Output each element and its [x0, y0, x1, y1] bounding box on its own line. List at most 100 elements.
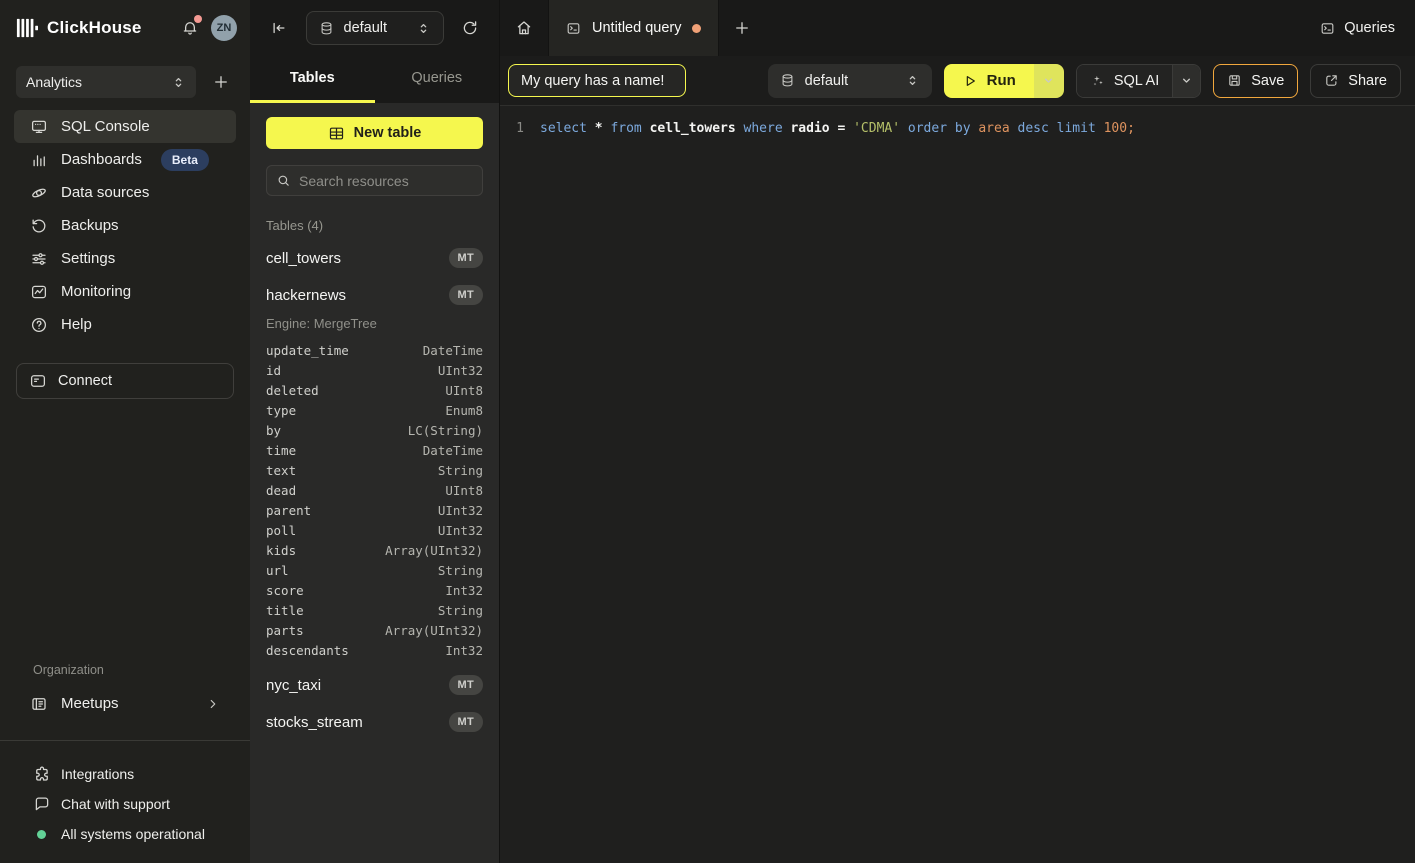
- query-database-value: default: [804, 72, 849, 89]
- run-button[interactable]: Run: [943, 63, 1034, 98]
- sidebar-item-label: Help: [61, 316, 92, 333]
- column-name: parts: [266, 622, 304, 638]
- sidebar-item-meetups[interactable]: Meetups: [14, 687, 236, 720]
- tab-title: Untitled query: [592, 20, 682, 36]
- user-avatar[interactable]: ZN: [211, 15, 237, 41]
- search-resources-box: [266, 165, 483, 196]
- table-explorer-panel: default Tables Queries New table Tables (…: [250, 0, 500, 863]
- sidebar-item-sql-console[interactable]: SQL Console: [14, 110, 236, 143]
- column-type: String: [437, 462, 483, 478]
- clickhouse-logo-icon: [16, 18, 38, 38]
- sql-ai-options-button[interactable]: [1172, 64, 1201, 97]
- column-name: dead: [266, 482, 297, 498]
- save-button[interactable]: Save: [1213, 63, 1299, 98]
- column-row: type Enum8: [266, 400, 483, 420]
- sidebar-item-monitoring[interactable]: Monitoring: [14, 275, 236, 308]
- new-table-button[interactable]: New table: [266, 117, 483, 149]
- footer-item-all-systems-operational[interactable]: All systems operational: [0, 819, 250, 849]
- sidebar-item-help[interactable]: Help: [14, 308, 236, 341]
- restore-icon: [30, 217, 48, 235]
- chevron-updown-icon: [909, 76, 915, 85]
- new-tab-button[interactable]: [719, 0, 765, 56]
- database-selector[interactable]: default: [305, 11, 444, 45]
- console-icon: [30, 118, 48, 136]
- explorer-tab-queries[interactable]: Queries: [411, 70, 463, 86]
- table-cell-towers[interactable]: cell_towers MT: [266, 246, 483, 270]
- connect-label: Connect: [58, 373, 113, 389]
- connect-icon: [30, 375, 46, 387]
- column-name: type: [266, 402, 297, 418]
- sidebar-nav: SQL Console Dashboards Beta Data sources Bac…: [0, 110, 250, 341]
- sidebar-item-data-sources[interactable]: Data sources: [14, 176, 236, 209]
- query-name-input[interactable]: [508, 64, 686, 97]
- column-type: DateTime: [422, 342, 483, 358]
- table-stocks-stream[interactable]: stocks_stream MT: [266, 710, 483, 734]
- clickhouse-logo[interactable]: ClickHouse: [16, 17, 142, 39]
- sql-editor[interactable]: 1 select * from cell_towers where radio …: [500, 106, 1415, 863]
- sidebar-header: ClickHouse ZN: [0, 0, 250, 56]
- column-name: score: [266, 582, 304, 598]
- search-icon: [278, 175, 289, 186]
- refresh-button[interactable]: [459, 17, 481, 39]
- queries-button[interactable]: Queries: [1320, 0, 1395, 56]
- query-database-selector[interactable]: default: [767, 63, 932, 98]
- footer-item-chat-with-support[interactable]: Chat with support: [0, 789, 250, 819]
- sql-ai-button[interactable]: SQL AI: [1076, 64, 1173, 97]
- new-table-label: New table: [353, 125, 422, 141]
- table-name: hackernews: [266, 286, 347, 304]
- column-name: poll: [266, 522, 297, 538]
- search-resources-input[interactable]: [299, 172, 480, 189]
- column-row: poll UInt32: [266, 520, 483, 540]
- column-type: LC(String): [407, 422, 483, 438]
- column-type: UInt8: [445, 482, 483, 498]
- play-icon: [966, 75, 975, 86]
- run-options-button[interactable]: [1033, 63, 1064, 98]
- share-button[interactable]: Share: [1310, 63, 1401, 98]
- sidebar-item-label: Settings: [61, 250, 116, 267]
- column-row: dead UInt8: [266, 480, 483, 500]
- unsaved-indicator-dot: [692, 23, 702, 33]
- notifications-button[interactable]: [179, 15, 202, 39]
- engine-badge: MT: [448, 675, 483, 695]
- footer-item-integrations[interactable]: Integrations: [0, 759, 250, 789]
- sidebar: ClickHouse ZN Analytics SQL Console Dashb…: [0, 0, 250, 863]
- column-row: descendants Int32: [266, 640, 483, 660]
- column-name: id: [266, 362, 282, 378]
- explorer-tab-tables[interactable]: Tables: [250, 56, 375, 103]
- query-workspace: Untitled query Queries default: [500, 0, 1415, 863]
- sidebar-item-backups[interactable]: Backups: [14, 209, 236, 242]
- organization-label: Organization: [33, 663, 104, 677]
- sidebar-item-label: Dashboards: [61, 151, 142, 168]
- question-circle-icon: [30, 316, 48, 334]
- column-name: update_time: [266, 342, 349, 358]
- table-hackernews[interactable]: hackernews MT: [266, 283, 483, 307]
- home-button[interactable]: [500, 0, 548, 56]
- brand-name: ClickHouse: [47, 18, 142, 37]
- connect-button[interactable]: Connect: [16, 363, 234, 399]
- tables-list: cell_towers MT hackernews MT Engine: MergeTr…: [266, 246, 483, 734]
- table-nyc-taxi[interactable]: nyc_taxi MT: [266, 673, 483, 697]
- terminal-icon: [1321, 22, 1334, 34]
- sidebar-item-label: SQL Console: [61, 118, 150, 135]
- column-type: Int32: [445, 642, 483, 658]
- column-row: url String: [266, 560, 483, 580]
- column-name: url: [266, 562, 289, 578]
- collapse-panel-button[interactable]: [268, 17, 290, 39]
- columns-list: update_time DateTime id UInt32 deleted UInt8 t…: [266, 340, 483, 660]
- column-type: Enum8: [445, 402, 483, 418]
- column-type: UInt8: [445, 382, 483, 398]
- home-icon: [517, 21, 531, 35]
- column-row: deleted UInt8: [266, 380, 483, 400]
- tab-untitled-query[interactable]: Untitled query: [548, 0, 720, 56]
- column-name: text: [266, 462, 297, 478]
- workspace-selector[interactable]: Analytics: [16, 66, 196, 98]
- sparkles-icon: [1093, 75, 1103, 86]
- add-workspace-button[interactable]: [208, 69, 234, 95]
- sidebar-item-dashboards[interactable]: Dashboards Beta: [14, 143, 236, 176]
- status-dot: [37, 829, 46, 839]
- sidebar-item-settings[interactable]: Settings: [14, 242, 236, 275]
- column-row: score Int32: [266, 580, 483, 600]
- engine-badge: MT: [448, 285, 483, 305]
- column-name: time: [266, 442, 297, 458]
- explorer-tabs: Tables Queries: [250, 56, 499, 103]
